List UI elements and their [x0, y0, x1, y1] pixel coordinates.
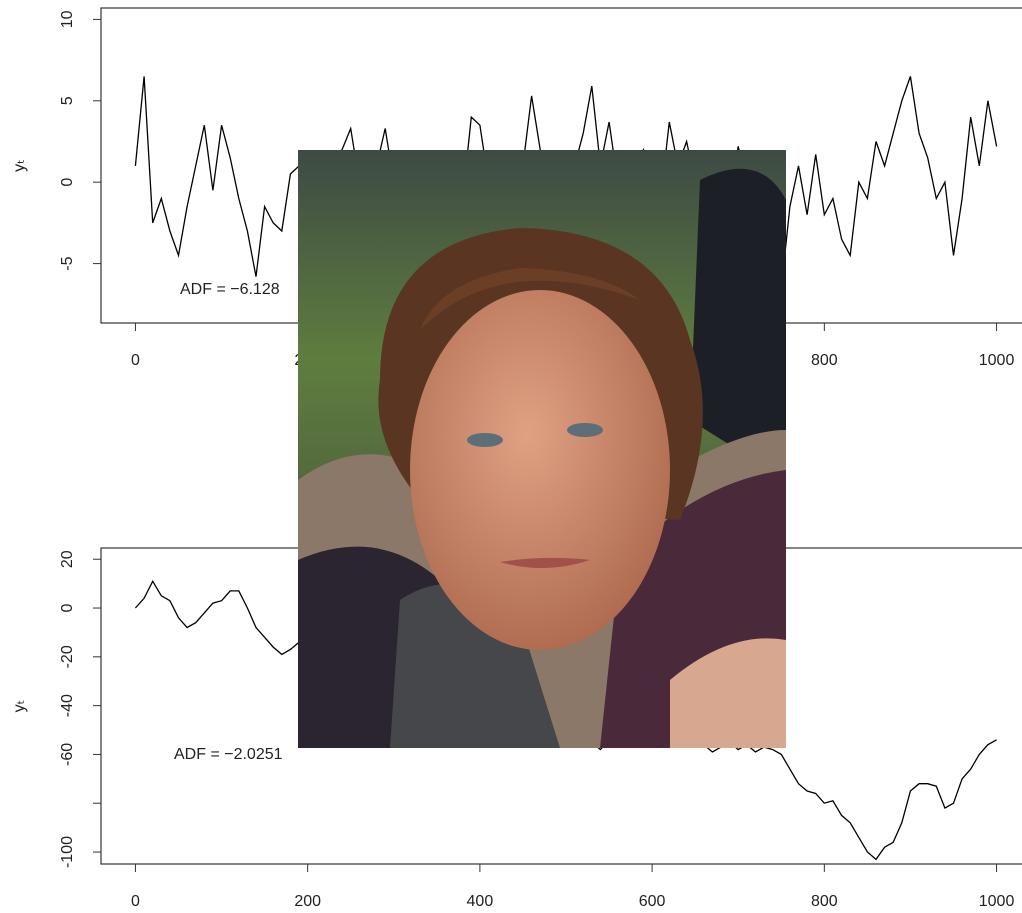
x-tick-label: 0 [131, 352, 140, 369]
x-tick-label: 400 [467, 893, 494, 910]
y-tick-label: -60 [59, 743, 76, 766]
y-tick-label: 20 [59, 550, 76, 568]
y-tick-label: -5 [59, 256, 76, 270]
y-tick-label: 10 [59, 10, 76, 28]
x-tick-label: 800 [811, 893, 838, 910]
x-tick-label: 1000 [979, 893, 1015, 910]
x-tick-label: 0 [131, 893, 140, 910]
y-axis-label: yₜ [11, 700, 28, 713]
y-tick-label: -20 [59, 645, 76, 668]
y-tick-label: 5 [59, 96, 76, 105]
y-axis-label: yₜ [11, 159, 28, 172]
y-tick-label: -100 [59, 836, 76, 868]
annotation: ADF = −2.0251 [174, 746, 283, 763]
x-tick-label: 1000 [979, 352, 1015, 369]
page: 02004006008001000-50510yₜADF = −6.128020… [0, 0, 1022, 913]
y-tick-label: 0 [59, 178, 76, 187]
x-tick-label: 600 [639, 893, 666, 910]
y-tick-label: -40 [59, 694, 76, 717]
y-tick-label: 0 [59, 603, 76, 612]
photo [298, 150, 786, 748]
annotation: ADF = −6.128 [180, 281, 280, 298]
x-tick-label: 800 [811, 352, 838, 369]
x-tick-label: 200 [294, 893, 321, 910]
